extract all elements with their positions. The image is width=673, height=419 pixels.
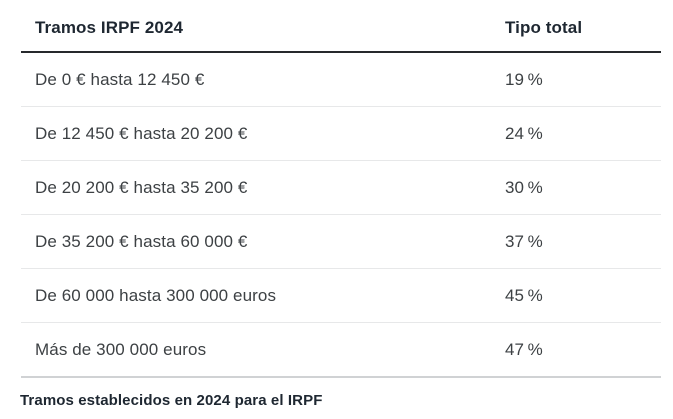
table-row: De 60 000 hasta 300 000 euros 45 % (21, 268, 661, 323)
column-header-tipo-total: Tipo total (505, 3, 661, 53)
table-row: De 35 200 € hasta 60 000 € 37 % (21, 214, 661, 269)
table-header-row: Tramos IRPF 2024 Tipo total (21, 3, 661, 53)
irpf-brackets-table-container: Tramos IRPF 2024 Tipo total De 0 € hasta… (20, 3, 661, 409)
table-row: De 0 € hasta 12 450 € 19 % (21, 52, 661, 107)
tipo-cell: 47 % (505, 322, 661, 378)
column-header-tramos: Tramos IRPF 2024 (21, 3, 505, 53)
table-row: De 12 450 € hasta 20 200 € 24 % (21, 106, 661, 161)
tramo-cell: Más de 300 000 euros (21, 322, 505, 378)
tramo-cell: De 0 € hasta 12 450 € (21, 52, 505, 107)
table-caption: Tramos establecidos en 2024 para el IRPF (20, 392, 323, 409)
table-row: De 20 200 € hasta 35 200 € 30 % (21, 160, 661, 215)
tramo-cell: De 60 000 hasta 300 000 euros (21, 268, 505, 323)
tramo-cell: De 20 200 € hasta 35 200 € (21, 160, 505, 215)
tipo-cell: 30 % (505, 160, 661, 215)
tipo-cell: 24 % (505, 106, 661, 161)
tipo-cell: 45 % (505, 268, 661, 323)
irpf-brackets-table: Tramos IRPF 2024 Tipo total De 0 € hasta… (21, 3, 661, 378)
tipo-cell: 19 % (505, 52, 661, 107)
tramo-cell: De 35 200 € hasta 60 000 € (21, 214, 505, 269)
table-row: Más de 300 000 euros 47 % (21, 322, 661, 378)
tramo-cell: De 12 450 € hasta 20 200 € (21, 106, 505, 161)
tipo-cell: 37 % (505, 214, 661, 269)
